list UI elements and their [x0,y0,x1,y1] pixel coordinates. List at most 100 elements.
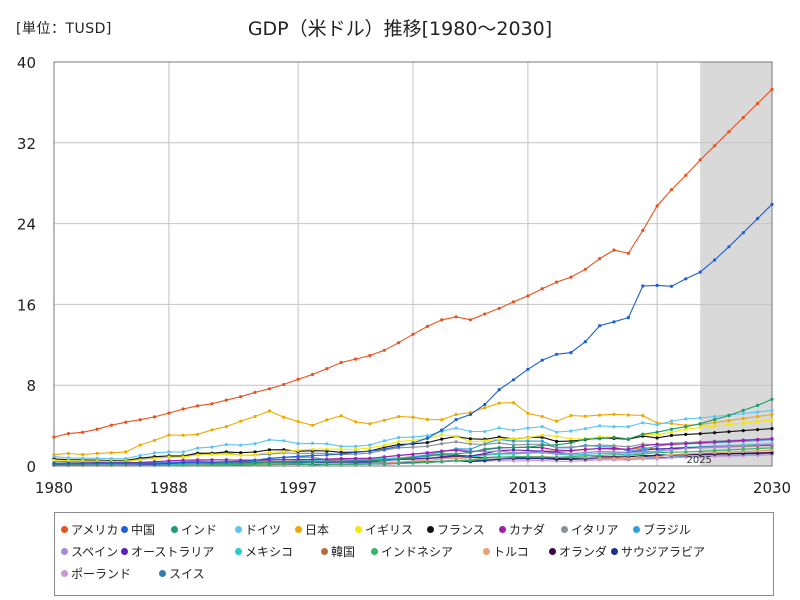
data-point [741,421,745,425]
data-point [181,450,185,454]
data-point [569,275,573,279]
data-point [770,202,774,206]
data-point [698,441,702,445]
data-point [684,432,688,436]
data-point [540,358,544,362]
data-point [684,277,688,281]
data-point [95,461,99,465]
data-point [727,450,731,454]
data-point [425,417,429,422]
data-point [741,231,745,235]
data-point [282,458,286,462]
legend-item: カナダ [499,521,545,538]
data-point [511,378,516,382]
data-point [339,462,343,466]
data-point [511,445,516,450]
data-point [741,416,745,421]
data-point [354,456,358,461]
data-point [555,448,559,452]
data-point [267,438,271,442]
data-point [325,462,329,467]
data-point [354,450,358,455]
data-point [368,456,372,460]
data-point [239,443,243,447]
data-point [684,427,688,431]
data-point [468,447,472,451]
data-point [411,456,415,460]
legend-swatch [371,548,378,555]
x-tick-label: 1997 [279,479,317,497]
data-point [756,420,760,424]
y-tick-label: 16 [17,296,36,314]
data-point [598,450,602,454]
data-point [181,433,185,437]
legend-item: インドネシア [371,543,453,560]
data-point [468,318,472,322]
data-point [727,439,731,443]
data-point [713,449,717,453]
data-point [310,451,315,455]
data-point [397,415,401,419]
data-point [612,450,616,454]
data-point [425,436,429,440]
data-point [425,451,429,455]
data-point [526,455,530,459]
data-point [296,448,300,452]
data-point [468,450,472,455]
data-point [727,413,731,418]
legend-label: オランダ [559,545,608,559]
data-point [109,451,113,455]
data-point [95,456,99,460]
legend-label: 韓国 [331,545,356,559]
data-point [756,410,760,414]
legend-item: イタリア [561,521,619,538]
data-point [669,284,674,288]
data-point [454,448,458,452]
legend-swatch [235,526,242,533]
data-point [756,443,760,447]
data-point [440,433,444,437]
data-point [626,457,631,461]
data-point [282,455,286,459]
data-point [296,419,300,424]
data-point [483,406,487,410]
data-point [555,352,559,356]
data-point [569,351,573,355]
data-point [167,411,171,415]
data-point [196,432,200,436]
data-point [382,458,386,462]
legend-label: トルコ [493,545,529,559]
data-point [167,461,171,465]
data-point [727,245,731,249]
data-point [655,450,659,454]
data-point [540,425,544,429]
data-point [713,440,717,444]
data-point [612,412,616,416]
data-point [124,420,128,424]
data-point [339,456,343,461]
legend-item: イギリス [355,521,413,538]
data-point [167,433,171,437]
data-point [468,429,472,434]
data-point [540,414,544,419]
legend-item: スペイン [61,543,118,560]
data-point [483,456,487,460]
data-point [210,445,214,449]
data-point [253,458,257,462]
data-point [152,415,157,419]
data-point [669,456,674,460]
data-point [497,426,501,430]
data-point [511,459,516,463]
legend-item: スイス [159,565,205,582]
data-point [598,447,602,451]
data-point [253,452,257,457]
data-point [181,460,185,465]
data-point [669,450,674,454]
data-point [583,451,587,455]
data-point [511,455,516,459]
data-point [224,398,228,402]
data-point [239,460,243,464]
data-point [296,457,300,461]
data-point [713,258,717,262]
data-point [555,419,559,423]
